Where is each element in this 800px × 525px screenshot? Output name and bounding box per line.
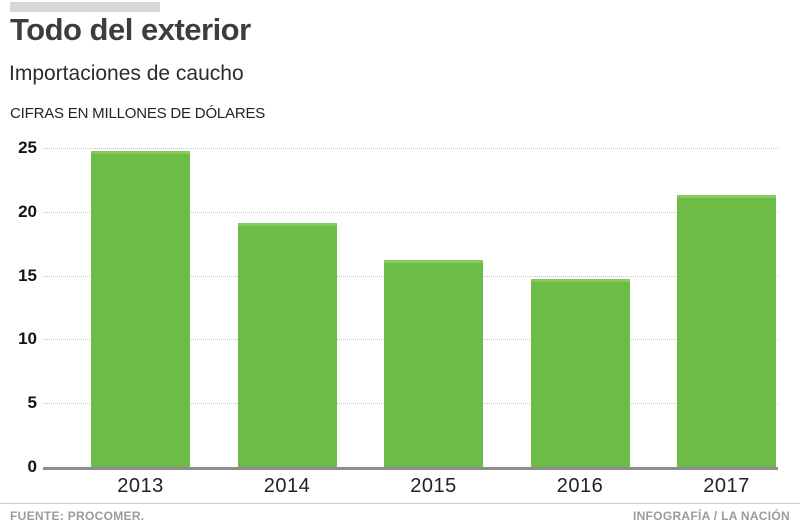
- bar-2017: [677, 195, 776, 467]
- header-accent-bar: [10, 2, 160, 12]
- y-tick-label-0: 0: [27, 457, 37, 476]
- bar-2014: [237, 223, 337, 467]
- x-tick-label-2013: 2013: [117, 475, 164, 497]
- y-tick-label-5: 5: [27, 393, 37, 413]
- source-credit: FUENTE: PROCOMER.: [10, 509, 145, 523]
- bar-2013: [91, 150, 190, 467]
- y-tick-label-20: 20: [18, 201, 37, 221]
- y-tick-label-10: 10: [18, 329, 37, 349]
- y-tick-label-25: 25: [18, 138, 37, 157]
- bar-chart-plot-area: [43, 148, 778, 467]
- bar-2015: [384, 260, 483, 467]
- y-tick-label-15: 15: [18, 265, 37, 285]
- gridline-25: [43, 148, 778, 149]
- chart-units-label: CIFRAS EN MILLONES DE DÓLARES: [10, 105, 266, 122]
- x-tick-label-2015: 2015: [410, 475, 457, 497]
- chart-subtitle: Importaciones de caucho: [9, 62, 244, 85]
- footer-divider: [0, 503, 800, 504]
- page-title: Todo del exterior: [10, 12, 251, 47]
- x-axis-line: [43, 467, 778, 470]
- x-tick-label-2017: 2017: [703, 475, 750, 497]
- x-tick-label-2014: 2014: [263, 475, 311, 497]
- infographic-credit: INFOGRAFÍA / LA NACIÓN: [632, 509, 790, 523]
- x-tick-label-2016: 2016: [556, 475, 604, 497]
- bar-2016: [530, 279, 630, 467]
- gridline-20: [43, 211, 778, 213]
